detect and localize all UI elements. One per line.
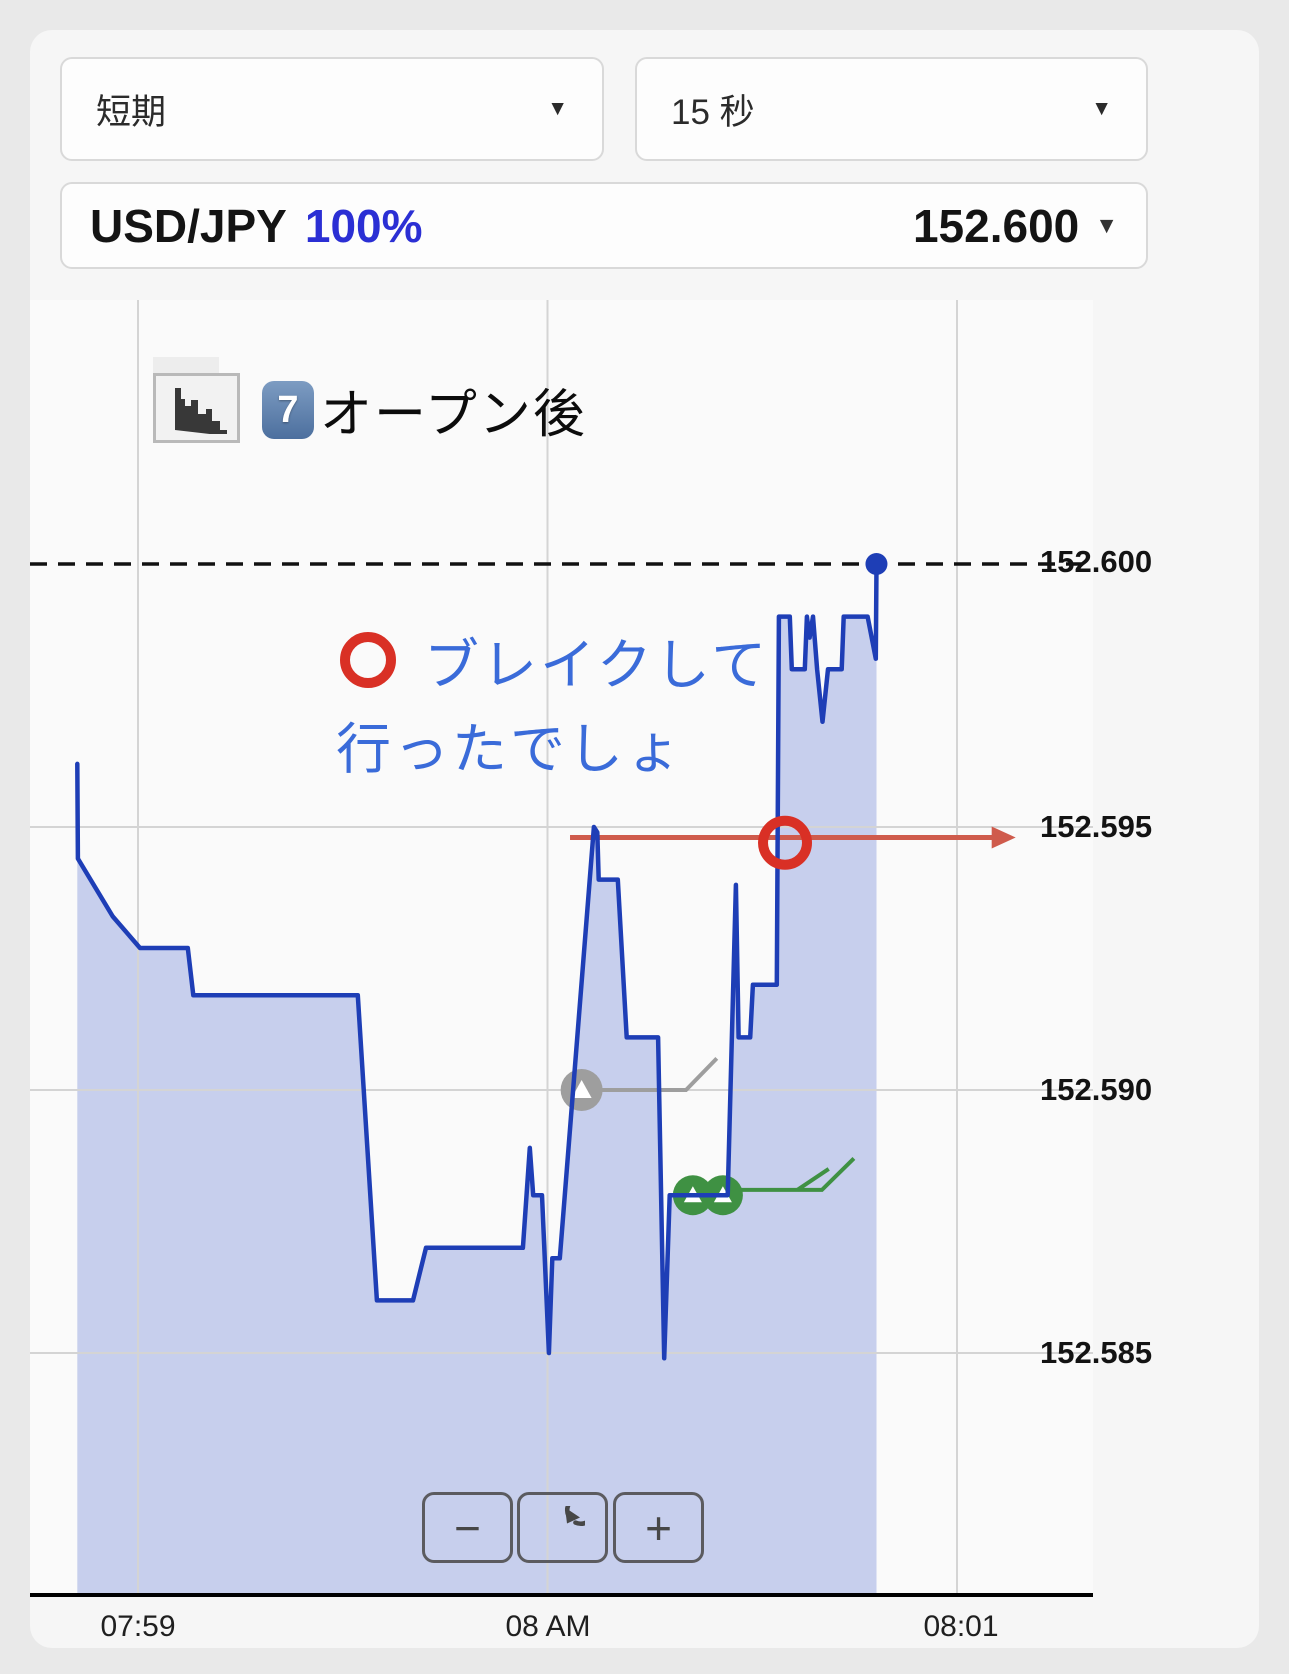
- minus-icon: −: [454, 1501, 481, 1554]
- x-axis-label: 08 AM: [505, 1610, 591, 1643]
- zoom-out-button[interactable]: −: [422, 1492, 513, 1563]
- annotation-line-2: 行ったでしょ: [336, 718, 685, 780]
- plus-icon: +: [645, 1501, 672, 1554]
- pair-selector[interactable]: USD/JPY 100% 152.600 ▼: [60, 182, 1148, 269]
- histogram-icon: [174, 388, 227, 434]
- red-circle-emoji: [340, 632, 396, 688]
- chevron-down-icon: ▼: [1095, 212, 1118, 238]
- current-price: 152.600: [912, 199, 1080, 252]
- y-axis-label: 152.600: [1040, 544, 1153, 579]
- refresh-icon: [564, 1505, 585, 1526]
- y-axis-label: 152.585: [1040, 1335, 1153, 1370]
- y-axis-label: 152.595: [1040, 809, 1153, 844]
- x-axis-label: 07:59: [100, 1610, 176, 1643]
- x-axis-label: 08:01: [923, 1610, 999, 1643]
- chart-legend-title: オープン後: [320, 386, 587, 444]
- chart-type-button[interactable]: [153, 373, 240, 443]
- annotation-line-1: ブレイクして: [424, 634, 770, 696]
- keycap-7-emoji: 7: [262, 381, 314, 439]
- payout-percent: 100%: [304, 199, 423, 252]
- chevron-down-icon: ▼: [1091, 97, 1112, 120]
- pair-symbol: USD/JPY: [90, 199, 287, 252]
- period-dropdown[interactable]: 短期 ▼: [60, 57, 604, 161]
- period-dropdown-value: 短期: [96, 92, 167, 132]
- chevron-down-icon: ▼: [547, 97, 568, 120]
- interval-dropdown-value: 15 秒: [671, 92, 755, 132]
- y-axis-label: 152.590: [1040, 1072, 1153, 1107]
- chart-type-tab: [153, 357, 219, 374]
- zoom-in-button[interactable]: +: [613, 1492, 704, 1563]
- interval-dropdown[interactable]: 15 秒 ▼: [635, 57, 1148, 161]
- refresh-button[interactable]: [517, 1492, 608, 1563]
